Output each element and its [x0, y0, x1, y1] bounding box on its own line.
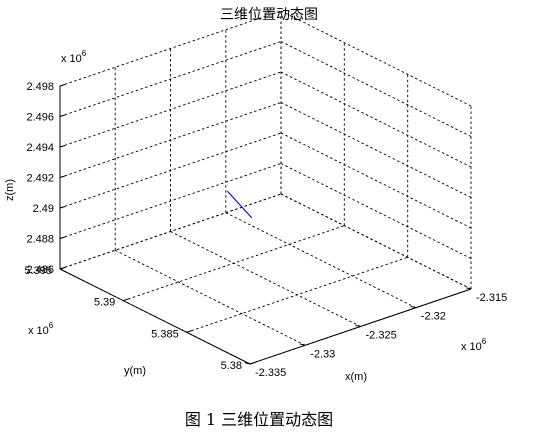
x-tick-mark [410, 306, 416, 309]
y-axis-line [59, 268, 251, 365]
y-tick-label: 5.385 [151, 328, 179, 340]
floor-gridline-x [225, 212, 417, 309]
side-wall-gridline-z [280, 132, 472, 229]
floor-gridline-y [186, 256, 408, 333]
back-wall-gridline-z [59, 10, 282, 87]
back-wall-gridline-z [59, 102, 282, 178]
z-tick-label: 2.498 [26, 81, 54, 93]
side-wall-gridline-z [280, 71, 472, 168]
z-tick-mark [59, 236, 66, 239]
z-tick-label: 2.486 [26, 264, 54, 276]
x-tick-mark [355, 324, 361, 327]
y-multiplier: x 106 [28, 321, 54, 337]
z-multiplier: x 106 [61, 49, 87, 65]
side-wall-gridline-z [280, 163, 472, 259]
x-tick-label: -2.315 [476, 292, 507, 304]
z-tick-label: 2.496 [26, 112, 54, 124]
z-tick-mark [59, 145, 66, 148]
back-wall-gridline-z [59, 163, 282, 239]
z-tick-label: 2.49 [33, 203, 54, 215]
trajectory-line-segment [226, 190, 253, 219]
z-tick-mark [59, 175, 66, 178]
x-tick-mark [244, 362, 251, 365]
back-wall-gridline-z [59, 132, 282, 209]
y-tick-mark [249, 361, 256, 365]
y-tick-mark [123, 298, 129, 302]
floor-gridline-y [123, 225, 345, 302]
y-tick-label: 5.39 [94, 297, 115, 309]
tick-labels-layer: 2.486 2.488 2.49 2.492 2.494 2.496 2.498 5.38 5.… [24, 81, 507, 379]
y-multiplier-base: x 10 [28, 325, 49, 337]
z-multiplier-exponent: 6 [82, 49, 87, 58]
x-multiplier: x 106 [461, 337, 487, 353]
axes-layer [59, 84, 472, 365]
side-wall-gridline-z [280, 193, 472, 290]
y-tick-label: 5.395 [24, 265, 52, 277]
z-tick-label: 2.494 [26, 142, 54, 154]
floor-gridline-x [114, 249, 306, 346]
y-tick-mark [186, 330, 192, 333]
y-axis-label: y(m) [124, 365, 146, 377]
side-wall-gridline-z [280, 102, 472, 198]
x-multiplier-exponent: 6 [482, 337, 487, 346]
back-wall-gridline-z [59, 41, 282, 117]
y-tick-label: 5.38 [221, 360, 242, 372]
figure-caption: 图 1 三维位置动态图 [185, 410, 333, 429]
z-multiplier-base: x 10 [61, 53, 82, 65]
x-tick-mark [465, 287, 472, 290]
grid-layer [59, 10, 472, 365]
y-tick-mark [59, 266, 66, 270]
x-tick-label: -2.325 [366, 330, 397, 342]
x-tick-label: -2.33 [310, 348, 335, 360]
z-axis-label: z(m) [4, 179, 16, 201]
floor-gridline-x [170, 231, 361, 327]
back-wall-gridline-z [59, 71, 282, 148]
y-multiplier-exponent: 6 [49, 321, 54, 330]
z-tick-mark [59, 206, 66, 209]
side-wall-gridline-z [280, 10, 472, 107]
x-axis-label: x(m) [345, 371, 367, 383]
z-tick-mark [59, 114, 66, 117]
x-tick-label: -2.32 [421, 311, 446, 323]
z-tick-label: 2.488 [26, 234, 54, 246]
x-tick-mark [300, 343, 306, 346]
z-tick-label: 2.492 [26, 173, 54, 185]
back-wall-gridline-z [59, 193, 282, 270]
series-layer [226, 190, 253, 219]
z-tick-mark [59, 84, 66, 87]
x-multiplier-base: x 10 [461, 341, 482, 353]
x-tick-label: -2.335 [255, 367, 286, 379]
side-wall-gridline-z [280, 41, 472, 137]
